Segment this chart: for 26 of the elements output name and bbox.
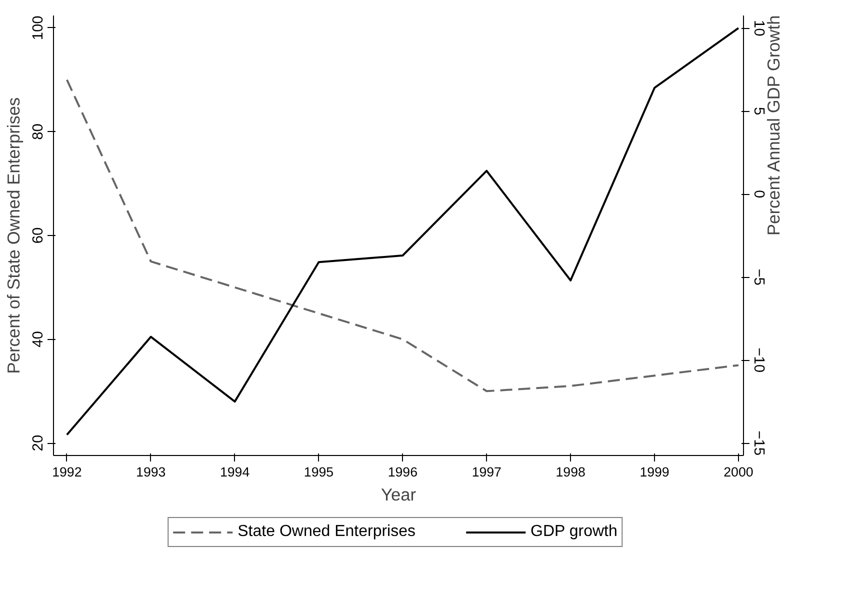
y2-tick-label: −10 [750, 348, 766, 373]
x-tick-label: 1999 [640, 464, 670, 480]
y2-tick-label: 5 [750, 107, 766, 116]
x-axis-title: Year [380, 484, 416, 504]
x-tick-label: 1992 [52, 464, 82, 480]
y-tick-label: 60 [30, 227, 46, 244]
y-tick-label: 80 [30, 124, 46, 140]
y2-tick-label: 10 [750, 20, 766, 36]
x-tick-label: 1998 [556, 464, 586, 480]
legend-label: GDP growth [530, 523, 618, 541]
x-tick-label: 1995 [304, 464, 334, 480]
legend-label: State Owned Enterprises [238, 523, 416, 541]
x-tick-label: 1996 [388, 464, 418, 480]
x-tick-label: 1993 [136, 464, 166, 480]
y-tick-label: 40 [30, 331, 46, 348]
y2-tick-label: −15 [750, 430, 766, 456]
line-series [66, 78, 740, 392]
y-axis-title: Percent of State Owned Enterprises [4, 96, 24, 374]
x-tick-label: 2000 [724, 464, 754, 480]
y2-tick-label: 0 [750, 190, 766, 198]
y2-axis-title: Percent Annual GDP Growth [764, 15, 784, 236]
y2-tick-label: −5 [750, 268, 766, 286]
x-tick-label: 1994 [220, 464, 250, 480]
y-tick-label: 20 [30, 434, 46, 452]
y-tick-label: 100 [30, 16, 46, 40]
x-tick-label: 1997 [472, 464, 502, 480]
